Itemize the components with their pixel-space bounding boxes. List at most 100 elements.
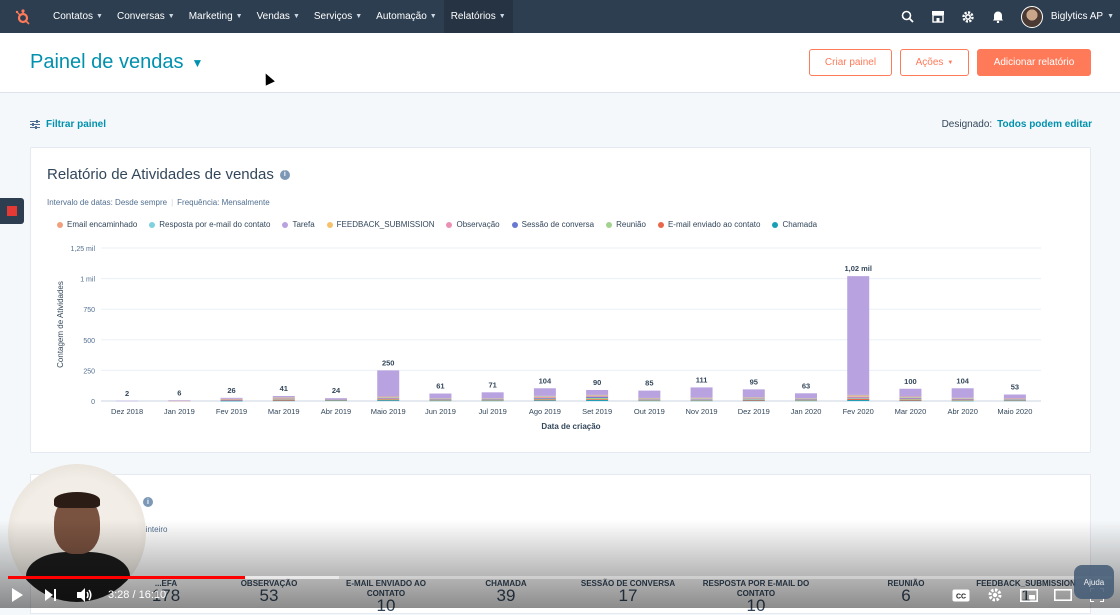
stat-item: CHAMADA 39 (451, 579, 561, 604)
stat-value: 6 (901, 586, 911, 605)
assigned-value-link[interactable]: Todos podem editar (997, 119, 1092, 130)
bar-segment (325, 399, 347, 401)
miniplayer-button[interactable] (1012, 582, 1046, 608)
bar-segment (690, 398, 713, 400)
report2-subtitle: o inteiro (139, 525, 168, 534)
x-tick-label: Abr 2019 (321, 407, 351, 416)
skip-next-icon (45, 589, 56, 601)
legend-item[interactable]: Reunião (606, 220, 646, 229)
search-icon[interactable] (893, 0, 923, 33)
info-icon[interactable]: i (279, 169, 290, 180)
bar-segment (742, 399, 765, 400)
gear-icon[interactable] (953, 0, 983, 33)
chart-legend: Email encaminhado Resposta por e-mail do … (57, 220, 829, 229)
report-meta: Intervalo de datas: Desde sempre | Frequên… (47, 198, 270, 207)
bar-segment (795, 400, 817, 401)
x-tick-label: Mar 2020 (895, 407, 927, 416)
bar-segment (325, 400, 347, 402)
info-icon[interactable]: i (143, 497, 153, 507)
nav-contatos[interactable]: Contatos ▼ (46, 0, 110, 33)
filter-sliders-icon (30, 120, 40, 129)
x-axis-label: Data de criação (541, 422, 600, 431)
next-button[interactable] (34, 582, 68, 608)
bar-segment (586, 395, 609, 396)
actions-label: Ações (915, 57, 944, 68)
legend-item[interactable]: E-mail enviado ao contato (657, 220, 760, 229)
create-dashboard-button[interactable]: Criar painel (809, 49, 892, 76)
legend-item[interactable]: Resposta por e-mail do contato (149, 220, 270, 229)
theater-mode-button[interactable] (1046, 582, 1080, 608)
settings-button[interactable] (978, 582, 1012, 608)
player-controls-right: CC (944, 582, 1114, 608)
record-stop-button[interactable] (0, 198, 24, 224)
actions-button[interactable]: Ações ▼ (900, 49, 969, 76)
stat-label: SESSÃO DE CONVERSA (580, 579, 676, 588)
bar-segment (899, 397, 922, 398)
page-title: Painel de vendas (30, 51, 184, 73)
bar-segment (586, 396, 609, 398)
bar-segment (325, 400, 347, 401)
stat-item: OBSERVAÇÃO 53 (214, 579, 324, 605)
nav-marketing[interactable]: Marketing ▼ (182, 0, 250, 33)
bar-segment (429, 399, 452, 401)
dashboard-selector[interactable]: Painel de vendas ▼ (30, 51, 203, 74)
add-report-button[interactable]: Adicionar relatório (977, 49, 1091, 76)
bar-segment (272, 399, 295, 401)
legend-item[interactable]: FEEDBACK_SUBMISSION (326, 220, 434, 229)
bar-segment (951, 398, 974, 400)
bell-icon[interactable] (983, 0, 1013, 33)
nav-automacao[interactable]: Automação ▼ (369, 0, 444, 33)
captions-button[interactable]: CC (944, 582, 978, 608)
filter-dashboard-link[interactable]: Filtrar painel (30, 119, 106, 130)
hubspot-logo-icon[interactable] (0, 0, 46, 33)
bar-segment (533, 397, 556, 399)
x-tick-label: Dez 2018 (111, 407, 143, 416)
legend-item[interactable]: Email encaminhado (57, 220, 137, 229)
x-tick-label: Out 2019 (634, 407, 665, 416)
y-axis-label: Contagem de Atividades (56, 281, 65, 368)
volume-button[interactable] (68, 582, 102, 608)
bar-segment (1003, 398, 1026, 400)
marketplace-icon[interactable] (923, 0, 953, 33)
bar-segment (220, 397, 243, 399)
bar-segment (847, 276, 870, 395)
bar-segment (847, 394, 870, 396)
bar-segment (220, 400, 243, 402)
bar-segment (377, 397, 400, 399)
bar-segment (586, 395, 609, 397)
nav-vendas[interactable]: Vendas ▼ (250, 0, 307, 33)
legend-item[interactable]: Sessão de conversa (511, 220, 594, 229)
bar-segment (481, 398, 504, 400)
bar-segment (638, 397, 661, 399)
bar-segment (377, 396, 400, 398)
report-title: Relatório de Atividades de vendas i (47, 166, 290, 183)
play-button[interactable] (0, 582, 34, 608)
bar-segment (638, 399, 661, 401)
bar-segment (533, 396, 556, 397)
nav-servicos[interactable]: Serviços ▼ (307, 0, 369, 33)
nav-conversas[interactable]: Conversas ▼ (110, 0, 182, 33)
bar-total-label: 26 (227, 386, 235, 395)
avatar (1020, 5, 1043, 28)
bar-total-label: 6 (177, 388, 181, 397)
nav-relatorios[interactable]: Relatórios ▼ (443, 0, 513, 33)
nav-conversas-label: Conversas (116, 11, 165, 22)
legend-label: Tarefa (292, 220, 315, 229)
legend-dot (606, 221, 613, 228)
account-name: Biglytics AP (1050, 11, 1104, 22)
account-menu[interactable]: Biglytics AP ▼ (1020, 5, 1114, 28)
stat-value: 53 (259, 586, 279, 605)
bar-segment (795, 399, 817, 400)
legend-item[interactable]: Observação (446, 220, 500, 229)
bar-segment (272, 398, 295, 400)
progress-bar[interactable] (8, 576, 1112, 579)
x-tick-label: Ago 2019 (529, 407, 561, 416)
legend-item[interactable]: Tarefa (282, 220, 315, 229)
bar-segment (429, 398, 452, 399)
legend-item[interactable]: Chamada (772, 220, 817, 229)
filter-row: Filtrar painel Designado: Todos podem edi… (30, 119, 1092, 130)
legend-label: Email encaminhado (67, 220, 138, 229)
bar-segment (847, 395, 870, 397)
bar-total-label: 24 (332, 386, 341, 395)
help-button[interactable]: Ajuda (1074, 565, 1114, 599)
